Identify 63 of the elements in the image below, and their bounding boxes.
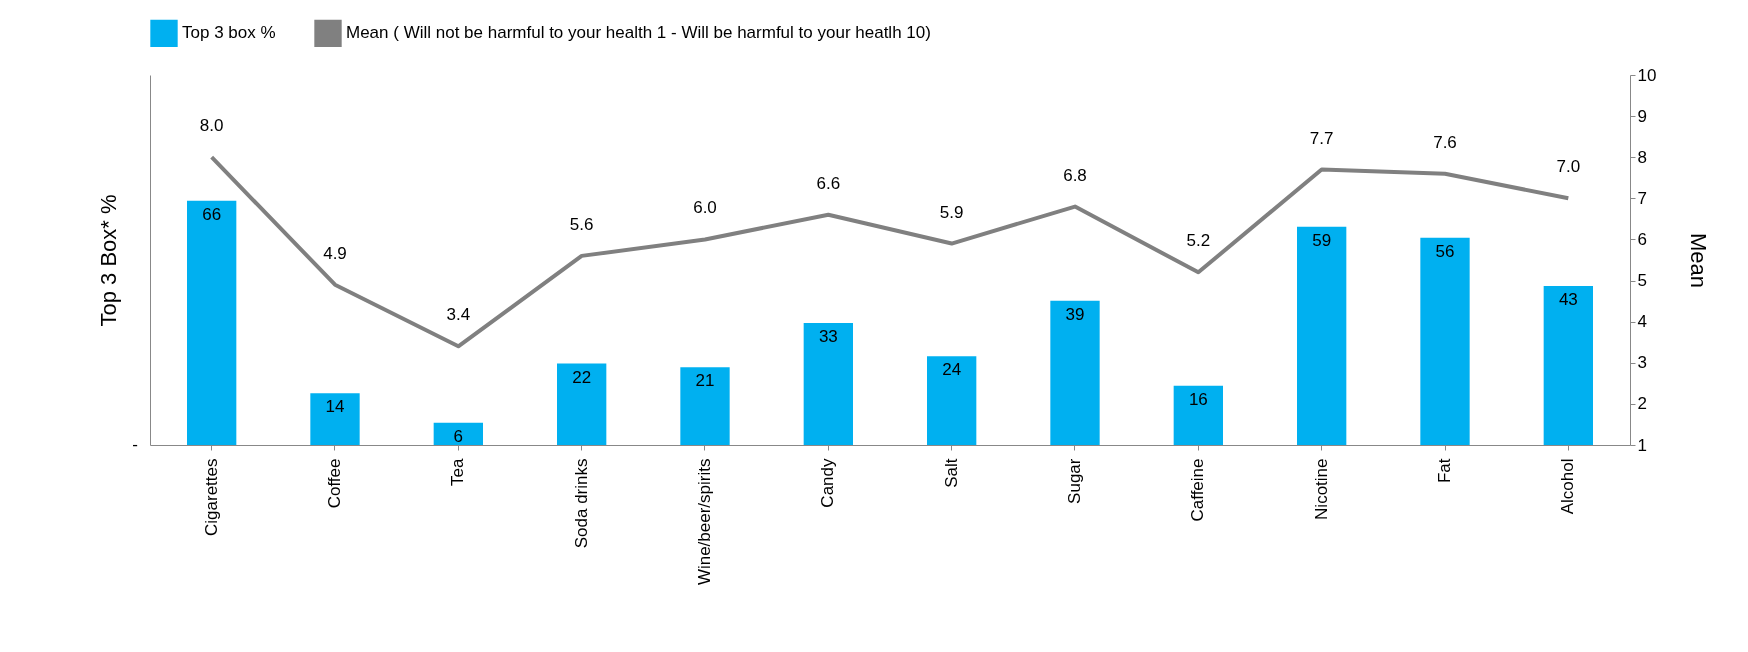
x-tick-label: Nicotine bbox=[1311, 458, 1331, 520]
bar bbox=[187, 200, 237, 445]
bar bbox=[1173, 385, 1223, 445]
data-label: 6.8 bbox=[1063, 165, 1087, 185]
data-label: 16 bbox=[1188, 389, 1208, 409]
y2-tick-label: 9 bbox=[1637, 106, 1647, 126]
bar bbox=[1297, 226, 1347, 445]
x-tick-label: Coffee bbox=[325, 458, 344, 509]
data-label: 43 bbox=[1558, 289, 1578, 309]
x-tick-label: Salt bbox=[941, 458, 961, 488]
data-label: 6.0 bbox=[693, 198, 717, 218]
x-tick-label: Caffeine bbox=[1188, 458, 1208, 522]
bar bbox=[1420, 237, 1470, 445]
y2-axis-title: Mean bbox=[1686, 232, 1712, 289]
y2-tick-label: 5 bbox=[1637, 271, 1647, 291]
y-axis-title: Top 3 Box* % bbox=[95, 194, 121, 327]
y2-tick-label: 8 bbox=[1637, 147, 1647, 167]
text: - bbox=[132, 435, 138, 454]
data-label: 4.9 bbox=[323, 243, 347, 263]
data-label: 5.9 bbox=[939, 202, 964, 222]
data-label: 24 bbox=[942, 360, 962, 380]
data-label: 7.6 bbox=[1433, 132, 1457, 152]
x-tick-label: Cigarettes bbox=[201, 458, 221, 536]
x-tick-label: Tea bbox=[448, 457, 468, 486]
data-label: 39 bbox=[1065, 304, 1085, 324]
y2-tick-label: 4 bbox=[1637, 312, 1647, 332]
bar bbox=[433, 422, 483, 445]
y2-tick-label: 1 bbox=[1637, 435, 1647, 455]
bar bbox=[557, 363, 607, 445]
x-tick-label: Soda drinks bbox=[571, 458, 591, 549]
data-label: 3.4 bbox=[446, 305, 471, 325]
x-tick-label: Alcohol bbox=[1558, 458, 1578, 515]
bar bbox=[927, 356, 977, 445]
y2-tick-label: 7 bbox=[1637, 188, 1647, 208]
bar bbox=[1543, 285, 1593, 445]
data-label: 22 bbox=[572, 367, 592, 387]
bar bbox=[1050, 300, 1100, 445]
data-label: 33 bbox=[818, 326, 838, 346]
x-tick-label: Candy bbox=[818, 458, 838, 508]
x-tick-label: Wine/beer/spirits bbox=[695, 458, 714, 586]
legend-label: Top 3 box % bbox=[182, 23, 276, 43]
data-label: 6.6 bbox=[816, 173, 841, 193]
bar bbox=[680, 367, 730, 445]
bar bbox=[310, 393, 360, 445]
data-label: 5.6 bbox=[569, 214, 594, 234]
y2-tick-label: 3 bbox=[1637, 353, 1647, 373]
data-label: 7.0 bbox=[1556, 157, 1581, 177]
x-tick-label: Fat bbox=[1435, 458, 1454, 484]
legend-label: Mean ( Will not be harmful to your health 1 - Will be harmful to your heatlh 10) bbox=[346, 23, 931, 43]
y2-tick-label: 2 bbox=[1637, 394, 1647, 414]
data-label: 5.2 bbox=[1186, 231, 1211, 251]
bar bbox=[803, 322, 853, 445]
y2-tick-label: 10 bbox=[1637, 65, 1657, 85]
data-label: 7.7 bbox=[1309, 128, 1334, 148]
y2-tick-label: 6 bbox=[1637, 229, 1647, 249]
data-label: 6 bbox=[453, 426, 464, 446]
data-label: 59 bbox=[1312, 230, 1332, 250]
data-label: 14 bbox=[325, 397, 345, 417]
x-tick-label: Sugar bbox=[1065, 458, 1084, 504]
data-label: 56 bbox=[1435, 241, 1455, 261]
data-label: 21 bbox=[695, 371, 715, 391]
data-label: 8.0 bbox=[199, 116, 224, 136]
data-label: 66 bbox=[202, 204, 222, 224]
